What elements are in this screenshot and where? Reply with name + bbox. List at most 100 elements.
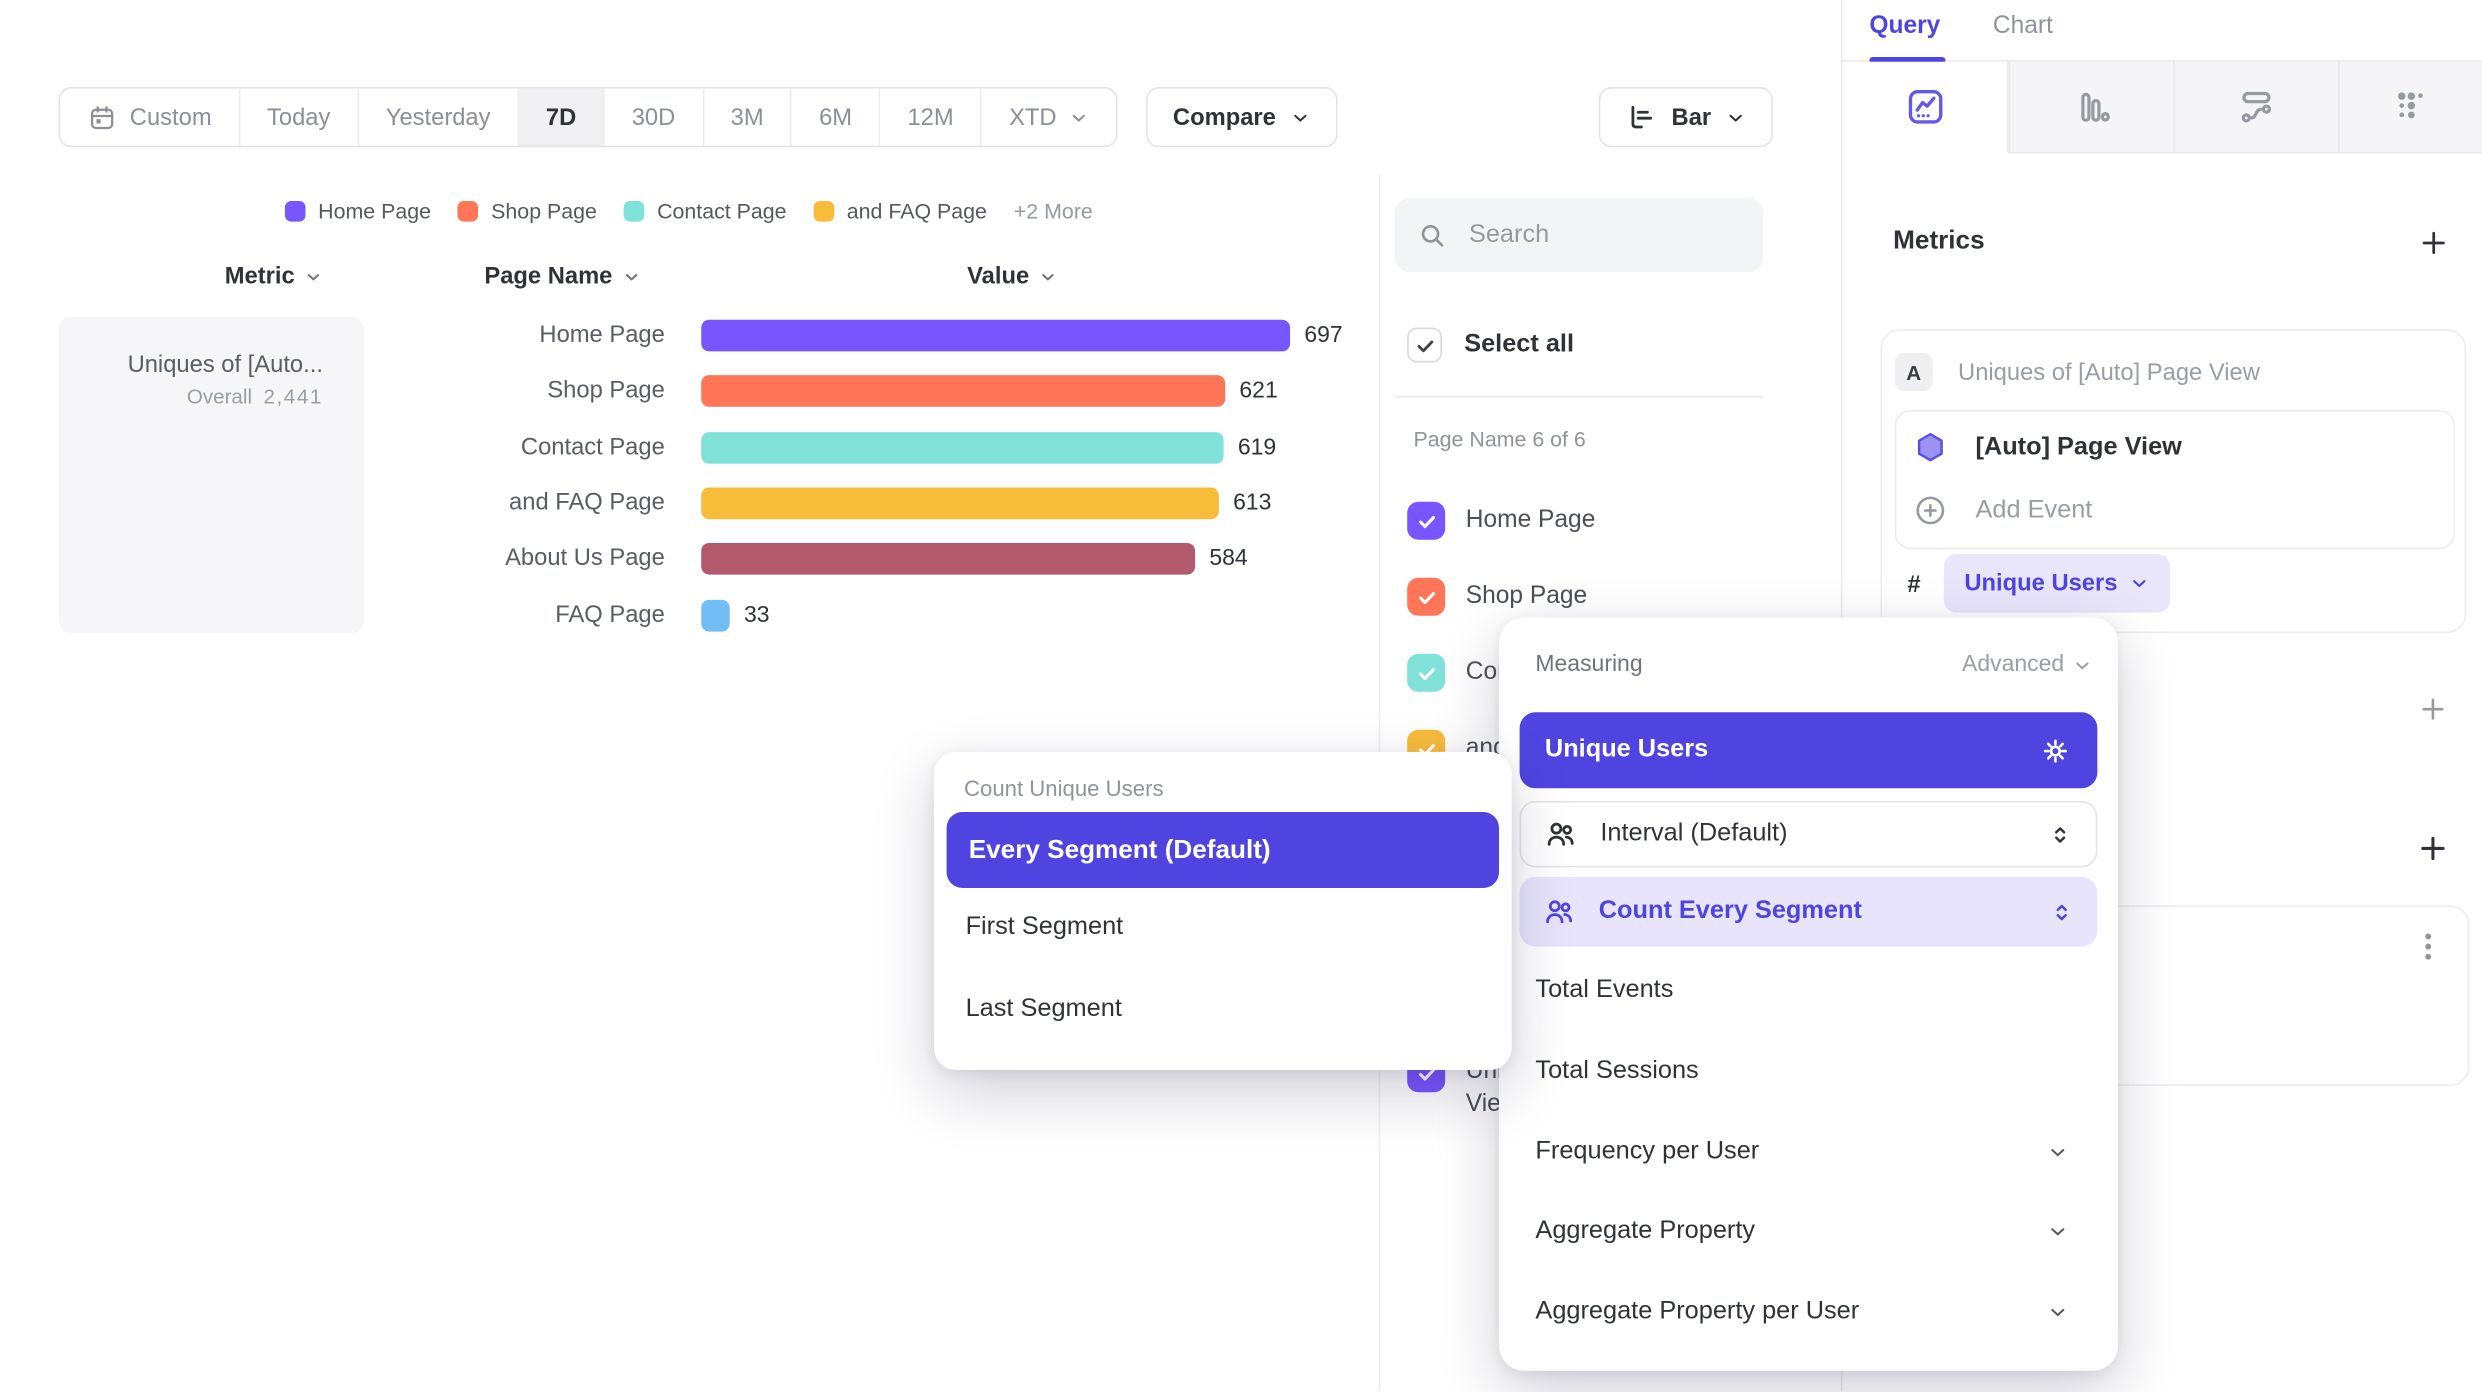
select-all-row[interactable]: Select all: [1407, 327, 1574, 363]
date-range-7d[interactable]: 7D: [519, 88, 605, 146]
checkbox-checked[interactable]: [1407, 653, 1446, 692]
menu-item-total-sessions[interactable]: Total Sessions: [1535, 1057, 1699, 1085]
filter-item-home-page[interactable]: Home Page: [1407, 501, 1595, 540]
checkbox-checked[interactable]: [1407, 501, 1446, 540]
column-header-page-name[interactable]: Page Name: [484, 263, 641, 290]
overflow-menu-icon[interactable]: [2414, 929, 2442, 964]
chevron-down-icon: [1725, 107, 1746, 128]
chart-type-dropdown[interactable]: Bar: [1598, 87, 1773, 148]
metric-title: Uniques of [Auto] Page View: [1958, 358, 2260, 386]
filter-item-shop-page[interactable]: Shop Page: [1407, 577, 1587, 616]
plus-icon: [2417, 226, 2450, 259]
stepper-icon: [2047, 821, 2074, 848]
menu-item-every-segment-selected[interactable]: Every Segment (Default): [946, 812, 1500, 889]
select-all-checkbox[interactable]: [1407, 327, 1443, 363]
row-label: Contact Page: [520, 433, 665, 461]
legend-swatch: [623, 201, 645, 222]
chevron-down-icon: [1069, 107, 1090, 128]
compare-button[interactable]: Compare: [1146, 87, 1338, 148]
chart-legend: Home Page Shop Page Contact Page and FAQ…: [284, 199, 1093, 224]
horizontal-bar-chart-icon: [1626, 101, 1658, 133]
flows-icon: [2235, 85, 2278, 128]
date-range-6m[interactable]: 6M: [792, 88, 881, 146]
advanced-dropdown[interactable]: Advanced: [1962, 652, 2093, 677]
date-range-12m[interactable]: 12M: [880, 88, 983, 146]
chevron-down-icon: [1039, 267, 1058, 286]
legend-item[interactable]: and FAQ Page: [813, 199, 987, 223]
date-range-today[interactable]: Today: [240, 88, 359, 146]
chevron-down-icon: [1290, 107, 1311, 128]
date-range-custom[interactable]: Custom: [60, 88, 241, 146]
legend-item[interactable]: Home Page: [284, 199, 431, 223]
search-box[interactable]: [1394, 197, 1764, 273]
chart-row: FAQ Page 33: [364, 598, 770, 631]
stepper-icon: [2048, 898, 2075, 925]
tab-query[interactable]: Query: [1869, 12, 1941, 40]
row-label: FAQ Page: [555, 601, 665, 629]
count-type-dropdown[interactable]: Unique Users: [1943, 554, 2170, 613]
chart-row: About Us Page 584: [364, 541, 1248, 574]
add-filter-button[interactable]: [2417, 693, 2449, 725]
people-icon: [1543, 817, 1578, 852]
column-header-metric[interactable]: Metric: [225, 263, 323, 290]
chart-type-tab-bar[interactable]: [2008, 61, 2174, 154]
bar-about-us-page: [701, 542, 1196, 574]
bar-value: 584: [1209, 545, 1248, 571]
chart-row: Shop Page 621: [364, 374, 1278, 407]
chart-type-tab-insights[interactable]: [1842, 61, 2009, 154]
active-tab-underline: [1869, 56, 1946, 64]
add-event-row[interactable]: Add Event: [1912, 492, 2092, 528]
date-range-yesterday[interactable]: Yesterday: [358, 88, 520, 146]
search-input[interactable]: [1465, 219, 1720, 251]
tab-chart[interactable]: Chart: [1992, 12, 2053, 40]
circle-plus-icon: [1912, 492, 1948, 528]
retention-dots-icon: [2389, 85, 2432, 128]
bar-value: 619: [1237, 434, 1277, 460]
gear-icon[interactable]: [2039, 734, 2072, 767]
chart-type-tab-retention[interactable]: [2337, 61, 2482, 154]
legend-more[interactable]: +2 More: [1013, 199, 1093, 224]
insights-line-chart-icon: [1903, 85, 1946, 128]
metric-card-header[interactable]: A Uniques of [Auto] Page View: [1894, 352, 2260, 391]
menu-item-interval[interactable]: Interval (Default): [1519, 800, 2098, 868]
checkbox-checked[interactable]: [1407, 577, 1446, 616]
menu-item-unique-users-selected[interactable]: Unique Users: [1519, 712, 2098, 789]
date-range-segmented-control: Custom Today Yesterday 7D 30D 3M 6M 12M …: [58, 87, 1119, 148]
date-range-30d[interactable]: 30D: [604, 88, 704, 146]
vertical-bars-icon: [2070, 85, 2113, 128]
measuring-popover-title: Measuring: [1535, 652, 1643, 678]
bar-faq-page: [701, 599, 730, 631]
column-header-value[interactable]: Value: [967, 263, 1058, 290]
legend-item[interactable]: Shop Page: [457, 199, 597, 223]
add-breakdown-button[interactable]: [2416, 831, 2451, 866]
legend-item[interactable]: Contact Page: [623, 199, 787, 223]
menu-item-aggregate-property[interactable]: Aggregate Property: [1520, 1200, 2098, 1263]
chart-row: Contact Page 619: [364, 431, 1276, 464]
menu-item-first-segment[interactable]: First Segment: [965, 913, 1124, 941]
menu-item-frequency-per-user[interactable]: Frequency per User: [1520, 1121, 2098, 1184]
metric-summary-overall: Overall 2,441: [186, 384, 323, 409]
date-range-label: Custom: [129, 103, 212, 131]
date-range-3m[interactable]: 3M: [703, 88, 793, 146]
chart-type-tab-flows[interactable]: [2173, 61, 2338, 154]
filter-section-label: Page Name 6 of 6: [1413, 427, 1586, 452]
menu-item-last-segment[interactable]: Last Segment: [965, 995, 1122, 1023]
menu-item-count-every-segment[interactable]: Count Every Segment: [1519, 876, 2098, 947]
tab-bar-border: [1842, 60, 2482, 62]
row-label: About Us Page: [505, 544, 665, 572]
chevron-down-icon: [2047, 1141, 2082, 1163]
event-row[interactable]: [Auto] Page View: [1912, 429, 2182, 465]
people-icon: [1542, 894, 1577, 929]
menu-item-total-events[interactable]: Total Events: [1535, 976, 1674, 1004]
menu-item-aggregate-property-per-user[interactable]: Aggregate Property per User: [1520, 1281, 2098, 1344]
chevron-down-icon: [622, 267, 641, 286]
chevron-down-icon: [2129, 573, 2150, 594]
chevron-down-icon: [304, 267, 323, 286]
date-range-xtd[interactable]: XTD: [982, 88, 1117, 146]
bar-home-page: [701, 318, 1291, 351]
add-metric-button[interactable]: [2417, 226, 2450, 259]
bar-contact-page: [701, 431, 1224, 464]
metric-summary-card[interactable]: Uniques of [Auto... Overall 2,441: [58, 316, 365, 634]
legend-swatch: [457, 201, 479, 222]
